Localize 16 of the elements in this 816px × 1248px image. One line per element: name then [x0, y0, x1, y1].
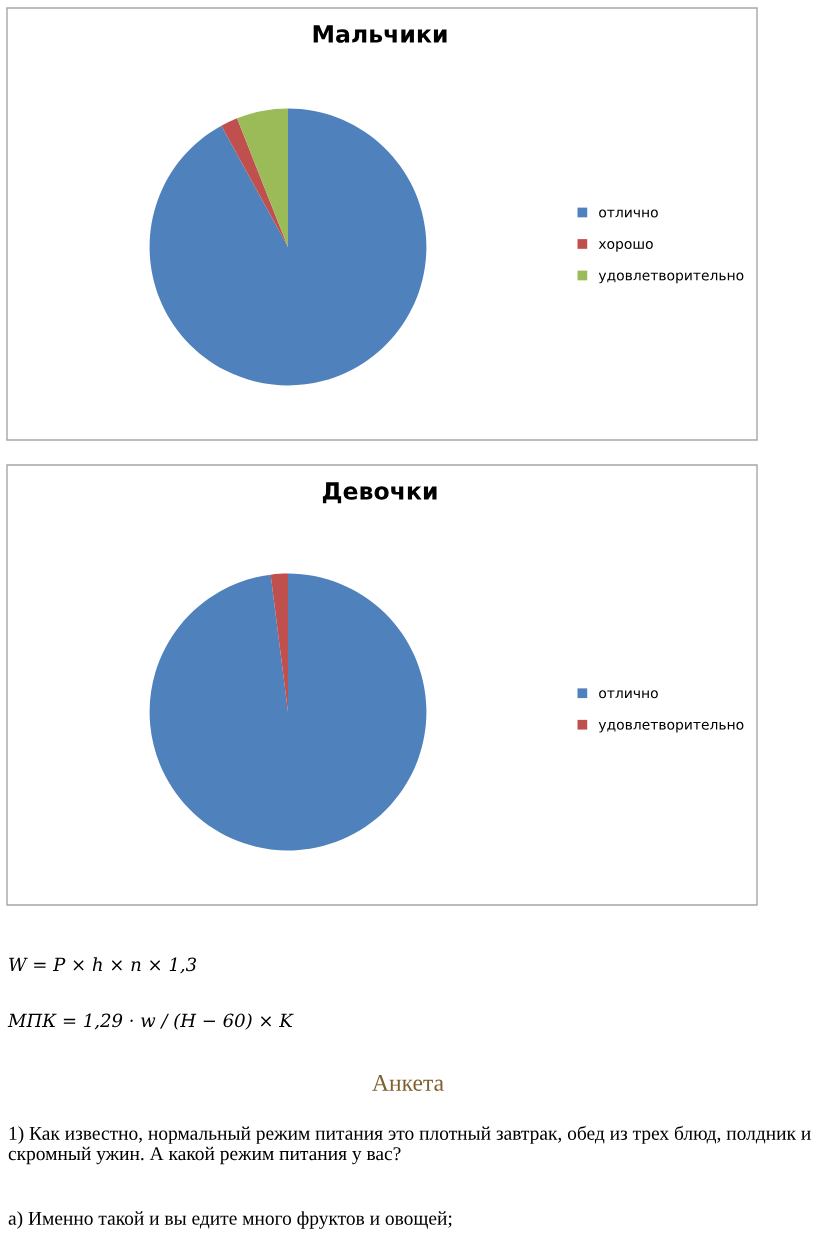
pie-slice: [237, 108, 288, 247]
text: W = P × h × n × 1,3: [9, 957, 197, 974]
chart-title: Девочки: [322, 482, 437, 504]
text: а) Именно такой и вы едите много фруктов и овощей;: [8, 1211, 452, 1229]
legend-label: удовлетворительно: [598, 272, 744, 284]
text: 1) Как известно, нормальный режим питания это плотный завтрак, обед из трех блюд, полдник и скромный ужин. А какой режим питания у вас?: [8, 1125, 811, 1165]
pie-slice: [221, 118, 288, 247]
pie-slice: [149, 573, 427, 851]
legend-label: хорошо: [598, 241, 653, 252]
legend-label: отлично: [599, 690, 658, 699]
legend-label: удовлетворительно: [598, 721, 744, 733]
chart-title: Мальчики: [313, 25, 447, 43]
text: МПК = 1,29 · w / (H − 60) × K: [7, 1013, 294, 1030]
text: Анкета: [372, 1075, 444, 1091]
pie-slice: [149, 108, 427, 386]
legend-label: отлично: [599, 209, 658, 218]
